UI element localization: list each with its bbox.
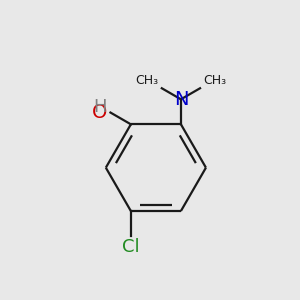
Text: O: O (92, 103, 107, 122)
Text: Cl: Cl (122, 238, 140, 256)
Text: CH₃: CH₃ (203, 74, 226, 87)
Text: N: N (174, 90, 188, 109)
Text: CH₃: CH₃ (136, 74, 159, 87)
Text: H: H (93, 98, 106, 116)
